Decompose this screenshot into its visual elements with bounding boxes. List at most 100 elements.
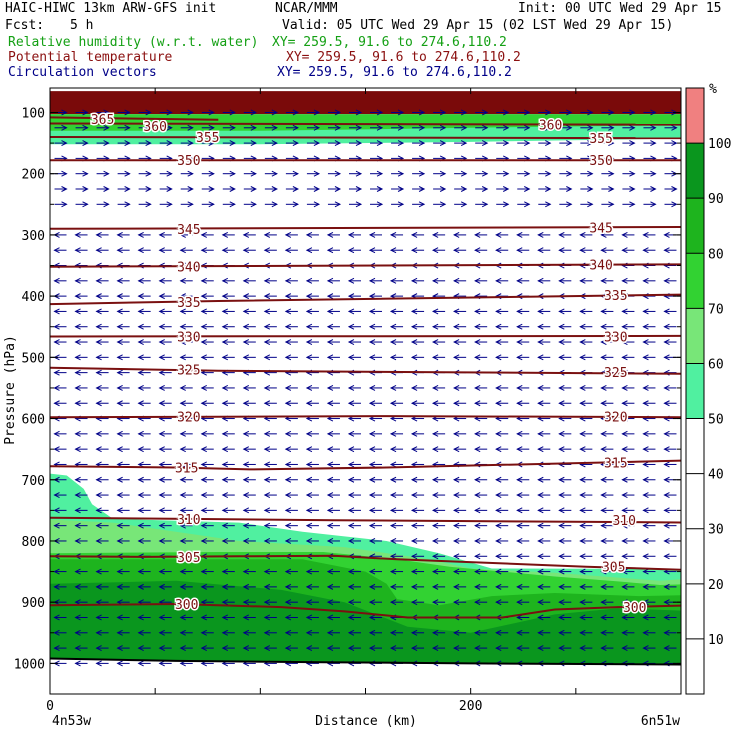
field-rh-xy: XY= 259.5, 91.6 to 274.6,110.2 — [272, 35, 507, 50]
vector-arrow — [663, 583, 677, 590]
vector-arrow — [74, 247, 88, 254]
right-end-label: 6n51w — [641, 714, 680, 729]
vector-arrow — [263, 293, 277, 300]
vector-arrow — [326, 247, 340, 254]
y-tick-label: 400 — [22, 290, 45, 305]
vector-arrow — [200, 538, 214, 544]
vector-arrow — [221, 583, 235, 590]
vector-arrow — [326, 599, 340, 606]
vector-arrow — [201, 186, 215, 192]
vector-arrow — [433, 140, 447, 147]
vector-arrow — [95, 507, 109, 514]
vector-arrow — [200, 599, 214, 606]
vector-arrow — [579, 476, 593, 483]
vector-arrow — [242, 492, 256, 499]
vector-arrow — [495, 354, 509, 361]
vector-arrow — [53, 369, 67, 376]
vector-arrow — [179, 308, 193, 315]
vector-arrow — [431, 599, 446, 606]
vector-arrow — [221, 446, 235, 453]
vector-arrow — [453, 629, 467, 636]
vector-arrow — [370, 124, 384, 131]
vector-arrow — [368, 538, 383, 544]
vector-arrow — [389, 384, 404, 391]
vector-arrow — [453, 476, 467, 483]
vector-arrow — [516, 522, 530, 529]
vector-arrow — [453, 339, 467, 345]
vector-arrow — [116, 247, 130, 254]
vector-arrow — [516, 538, 530, 544]
vector-arrow — [558, 645, 572, 652]
vector-arrow — [284, 599, 298, 606]
vector-arrow — [179, 400, 193, 407]
vector-arrow — [495, 384, 509, 391]
vector-arrow — [116, 476, 130, 483]
vector-arrow — [516, 354, 530, 361]
vector-arrow — [221, 568, 235, 575]
vector-arrow — [579, 645, 593, 652]
vector-arrow — [537, 538, 551, 544]
colorbar-band-90 — [686, 143, 704, 199]
vector-arrow — [54, 186, 68, 192]
vector-arrow — [579, 247, 593, 254]
vector-arrow — [559, 124, 573, 131]
vector-arrow — [158, 277, 172, 284]
vector-arrow — [580, 140, 594, 147]
vector-arrow — [200, 583, 214, 590]
vector-arrow — [305, 476, 319, 483]
vector-arrow — [368, 384, 383, 391]
vector-arrow — [116, 384, 130, 391]
vector-arrow — [116, 645, 130, 652]
vector-arrow — [537, 339, 551, 345]
vector-arrow — [200, 614, 214, 621]
vector-arrow — [159, 170, 173, 177]
vector-arrow — [284, 384, 298, 391]
vector-arrow — [368, 293, 383, 300]
vector-arrow — [348, 201, 363, 208]
vector-arrow — [600, 247, 614, 254]
vector-arrow — [53, 323, 67, 330]
vector-arrow — [496, 140, 510, 147]
vector-arrow — [264, 140, 278, 147]
vector-arrow — [474, 629, 488, 636]
vector-arrow — [243, 186, 257, 192]
y-tick-label: 500 — [22, 351, 45, 366]
vector-arrow — [242, 476, 256, 483]
vector-arrow — [453, 538, 467, 544]
vector-arrow — [221, 430, 235, 437]
vector-arrow — [558, 231, 572, 238]
vector-arrow — [454, 201, 468, 208]
colorbar-band-80 — [686, 198, 704, 254]
theta-contour-340 — [50, 263, 681, 268]
vector-arrow — [621, 400, 635, 407]
vector-arrow — [263, 231, 277, 238]
vector-arrow — [643, 186, 657, 192]
vector-arrow — [74, 568, 88, 575]
vector-arrow — [284, 323, 298, 330]
vector-arrow — [137, 446, 151, 453]
vector-arrow — [326, 323, 340, 330]
vector-arrow — [222, 186, 236, 192]
vector-arrow — [475, 124, 489, 131]
vector-arrow — [642, 277, 656, 284]
vector-arrow — [370, 201, 384, 208]
vector-arrow — [558, 354, 572, 361]
vector-arrow — [433, 124, 447, 131]
vector-arrow — [158, 293, 172, 300]
vector-arrow — [326, 492, 340, 499]
vector-arrow — [74, 430, 88, 437]
vector-arrow — [558, 583, 572, 590]
vector-arrow — [180, 124, 194, 131]
vector-arrow — [580, 124, 594, 131]
vector-arrow — [74, 308, 88, 315]
vector-arrow — [622, 140, 636, 147]
vector-arrow — [558, 599, 572, 606]
vector-arrow — [431, 476, 446, 483]
vector-arrow — [200, 400, 214, 407]
theta-label-335: 335 — [604, 289, 627, 304]
vector-arrow — [370, 170, 384, 177]
vector-arrow — [558, 277, 572, 284]
vector-arrow — [305, 629, 319, 636]
vector-arrow — [284, 400, 298, 407]
vector-arrow — [431, 507, 446, 514]
